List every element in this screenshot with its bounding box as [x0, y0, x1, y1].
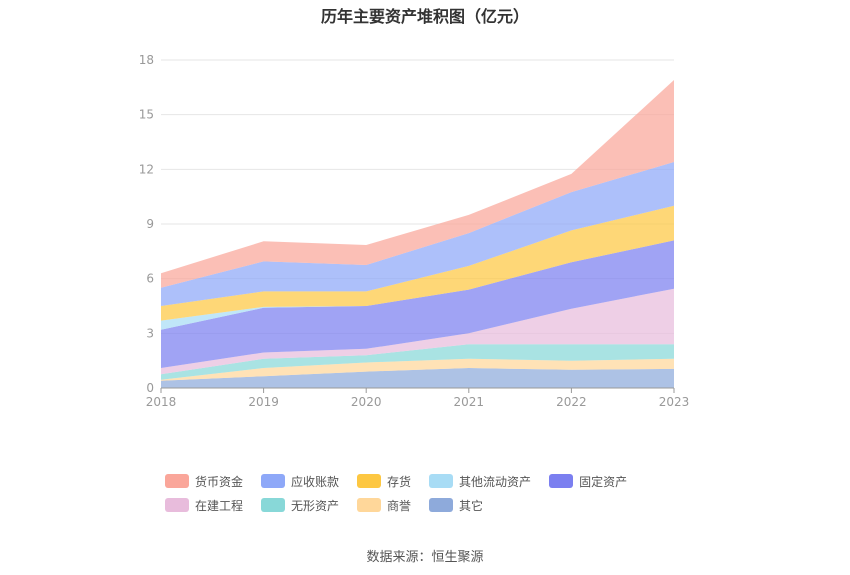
legend-swatch — [357, 474, 382, 488]
area-series-1 — [161, 358, 674, 381]
x-tick-label: 2022 — [556, 395, 587, 409]
legend-swatch — [165, 498, 189, 512]
chart-title: 历年主要资产堆积图（亿元） — [320, 7, 529, 26]
x-tick-label: 2019 — [248, 395, 279, 409]
y-tick-label: 6 — [146, 272, 154, 286]
legend-label: 商誉 — [387, 498, 412, 513]
legend-item[interactable]: 在建工程 — [165, 496, 243, 514]
legend-swatch — [429, 474, 454, 488]
legend-item[interactable]: 固定资产 — [549, 472, 627, 490]
legend-label: 存货 — [387, 474, 412, 489]
y-tick-label: 12 — [139, 162, 154, 176]
legend-swatch — [429, 498, 454, 512]
legend-swatch — [165, 474, 189, 488]
y-tick-label: 9 — [146, 217, 154, 231]
area-series-6 — [161, 205, 674, 321]
legend-swatch — [357, 498, 382, 512]
area-series-3 — [161, 288, 674, 375]
legend-item[interactable]: 其它 — [429, 496, 483, 514]
legend-label: 应收账款 — [291, 474, 340, 489]
series-areas — [161, 80, 674, 388]
area-series-0 — [161, 368, 674, 388]
axes: 0 3 6 9 12 15 18 2018 2019 2020 2021 2022 2023 — [139, 53, 690, 409]
legend-swatch — [261, 474, 286, 488]
area-series-8 — [161, 80, 674, 288]
legend-item[interactable]: 存货 — [357, 472, 411, 490]
y-tick-label: 18 — [139, 53, 154, 67]
legend-swatch — [261, 498, 286, 512]
legend-label: 其他流动资产 — [459, 474, 532, 489]
x-tick-label: 2021 — [454, 395, 485, 409]
legend-label: 无形资产 — [291, 498, 340, 513]
legend-label: 其它 — [459, 498, 484, 513]
x-tick-label: 2023 — [659, 395, 690, 409]
area-series-7 — [161, 162, 674, 306]
legend-swatch — [549, 474, 574, 488]
x-tick-label: 2020 — [351, 395, 382, 409]
data-source: 数据来源：恒生聚源 — [366, 550, 484, 565]
stacked-area-chart: 0 3 6 9 12 15 18 2018 2019 2020 2021 2022 2023 — [139, 53, 690, 409]
y-tick-label: 0 — [146, 381, 154, 395]
area-series-4 — [161, 240, 674, 368]
legend-label: 货币资金 — [195, 474, 244, 489]
legend-item[interactable]: 应收账款 — [261, 472, 339, 490]
x-tick-label: 2018 — [146, 395, 177, 409]
legend: 货币资金 应收账款 存货 其他流动资产 固定资产在建工程 无形资产 商誉 其它 — [165, 472, 725, 514]
legend-label: 在建工程 — [195, 498, 244, 513]
legend-item[interactable]: 货币资金 — [165, 472, 243, 490]
legend-item[interactable]: 其他流动资产 — [429, 472, 531, 490]
y-tick-label: 3 — [146, 326, 154, 340]
legend-label: 固定资产 — [579, 474, 628, 489]
y-tick-label: 15 — [139, 108, 154, 122]
legend-item[interactable]: 商誉 — [357, 496, 411, 514]
legend-item[interactable]: 无形资产 — [261, 496, 339, 514]
area-series-2 — [161, 344, 674, 380]
